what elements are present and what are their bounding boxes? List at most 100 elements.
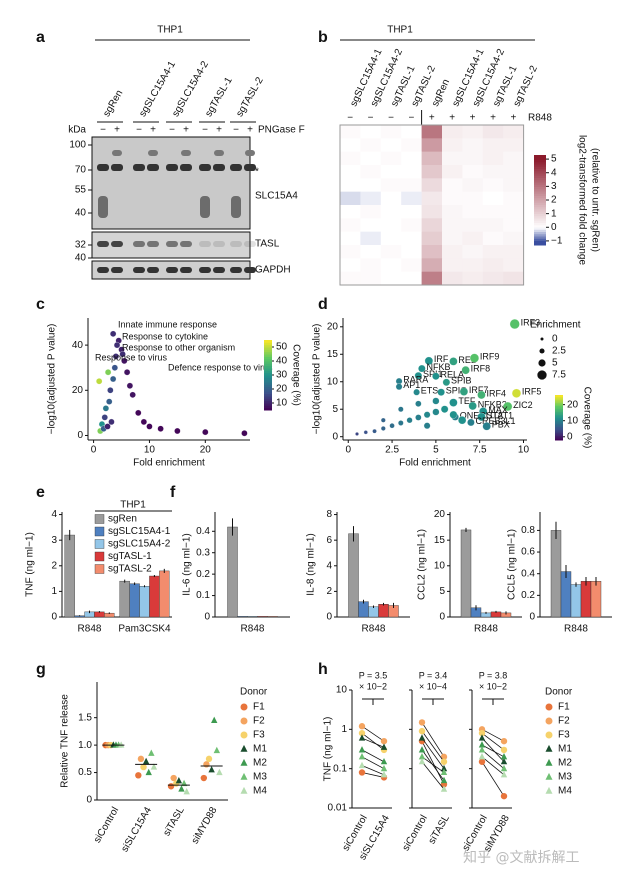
legend-title: Donor (240, 687, 268, 698)
treatment-sign: − (408, 113, 414, 124)
data-point (129, 391, 136, 398)
heatmap-cell (380, 218, 402, 232)
heatmap-cell (503, 271, 524, 286)
heatmap-cell (503, 165, 524, 179)
heatmap-cell (360, 218, 382, 232)
y-tick-label: 0.2 (521, 590, 535, 601)
heatmap-cell (380, 151, 402, 166)
colorbar-step (264, 389, 272, 392)
band (97, 164, 109, 171)
marker-label: 40 (75, 253, 87, 264)
annotation: Response to other organism (122, 342, 235, 352)
data-point (423, 422, 431, 430)
legend-label: M3 (253, 772, 267, 783)
bar (227, 526, 238, 618)
data-point (500, 753, 508, 760)
pair-line (421, 749, 445, 781)
band (231, 196, 241, 218)
data-point (109, 375, 117, 383)
heatmap-cell (380, 165, 402, 179)
heatmap-frame (339, 124, 525, 286)
heatmap-cell (360, 205, 382, 219)
kda-label: kDa (68, 125, 86, 136)
x-tick-label: 20 (200, 445, 212, 456)
colorbar-step (555, 410, 563, 412)
p-value: P = 3.4 (419, 670, 448, 680)
heatmap-cell (442, 138, 463, 152)
colorbar-step (264, 351, 272, 355)
heatmap-cell (482, 245, 504, 259)
heatmap-cell (421, 258, 443, 272)
colorbar-step (534, 193, 546, 196)
treatment-sign: − (347, 113, 353, 124)
marker-label: 32 (75, 240, 87, 251)
band (133, 241, 145, 247)
data-point (140, 418, 148, 426)
colorbar-step (534, 242, 546, 246)
p-value: × 10−2 (359, 681, 387, 691)
heatmap-cell (380, 205, 402, 219)
treatment-sign: + (183, 125, 189, 136)
point-label: STAT1 (486, 410, 513, 420)
y-tick-label: 8 (326, 509, 332, 520)
treatment-label: R848 (528, 113, 552, 124)
panel-letter: f (170, 484, 176, 501)
heatmap-cell (380, 138, 402, 152)
data-point (104, 423, 111, 430)
heatmap-cell (340, 125, 361, 139)
colorbar-tick-label: −1 (551, 236, 563, 247)
legend-label: M1 (253, 744, 267, 755)
legend-marker (240, 717, 248, 725)
heatmap-cell (380, 191, 402, 206)
colorbar-step (534, 227, 546, 230)
treatment-sign: − (100, 125, 106, 136)
bar (159, 570, 170, 618)
size-legend-label: 7.5 (552, 370, 566, 381)
y-tick-label: 0.4 (521, 568, 535, 579)
data-point (418, 746, 426, 753)
watermark: 知乎 @文献拆解工 (463, 849, 579, 866)
heatmap-cell (442, 218, 463, 232)
y-tick-label: 20 (327, 321, 339, 332)
colorbar-step (534, 215, 546, 219)
treatment-sign: − (202, 125, 208, 136)
data-point (418, 727, 426, 735)
band (213, 267, 225, 273)
pair-line (361, 772, 385, 778)
data-point (108, 418, 115, 426)
y-tick-label: 0 (51, 612, 57, 623)
pair-line (361, 732, 385, 751)
legend-swatch (94, 526, 105, 537)
pair-line (361, 737, 385, 748)
bar (348, 533, 359, 618)
y-tick-label: 1 (341, 724, 347, 735)
y-tick-label: 20 (434, 509, 446, 520)
heatmap-cell (340, 151, 361, 166)
heatmap-cell (421, 231, 443, 246)
colorbar-step (264, 398, 272, 402)
heatmap-cell (360, 178, 382, 192)
panel-letter: b (318, 29, 328, 46)
data-point (355, 432, 359, 436)
heatmap-cell (503, 178, 524, 192)
band (200, 196, 210, 218)
p-value: × 10−2 (479, 681, 507, 691)
y-tick-label: 0 (86, 795, 92, 806)
data-point (183, 787, 190, 795)
legend-label: M2 (253, 758, 267, 769)
y-tick-label: 1.5 (78, 712, 92, 723)
colorbar-step (534, 222, 546, 226)
band (180, 241, 192, 247)
colorbar-label: (relative to untr. sgRen) (589, 148, 600, 252)
x-tick-label: R848 (474, 624, 498, 635)
colorbar-step (534, 161, 546, 165)
data-point (440, 405, 449, 413)
bar (149, 575, 160, 618)
data-point (503, 401, 513, 412)
y-tick-label: 10 (336, 685, 348, 696)
colorbar-step (534, 179, 546, 183)
data-point (170, 774, 177, 782)
data-point (469, 353, 480, 363)
heatmap-cell (401, 271, 422, 286)
colorbar-step (264, 405, 272, 409)
